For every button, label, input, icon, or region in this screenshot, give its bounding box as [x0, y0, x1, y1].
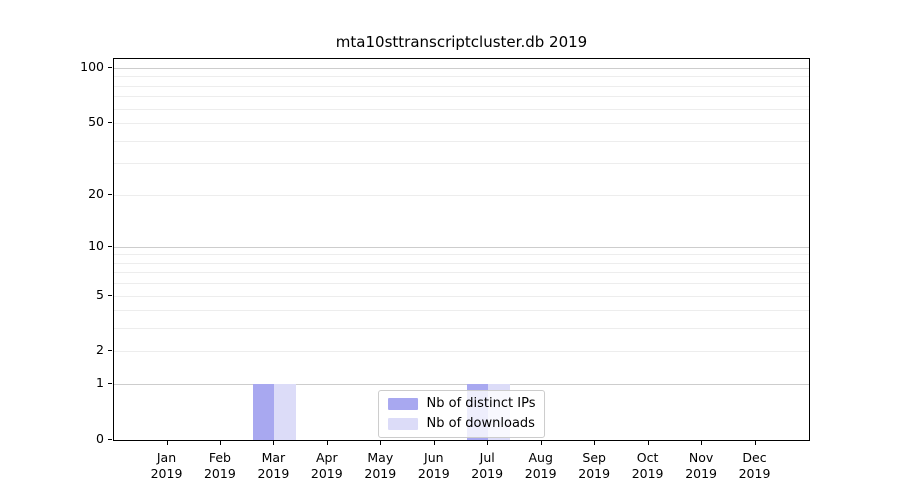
x-tick-label-year: 2019 — [203, 465, 236, 481]
x-tick-label: Dec 2019 — [723, 450, 787, 481]
y-tick-label: 2 — [96, 342, 104, 358]
x-tick-label-month: May — [367, 450, 394, 465]
gridline-minor — [114, 272, 809, 274]
gridline-minor — [114, 76, 809, 78]
y-tick-label: 20 — [88, 185, 104, 201]
y-tick-mark — [108, 193, 112, 195]
chart-title: mta10sttranscriptcluster.db 2019 — [335, 33, 588, 51]
bar-nb-of-distinct-ips-mar — [252, 384, 275, 440]
y-tick-label: 1 — [96, 375, 104, 391]
x-tick-label-month: Sep — [582, 450, 606, 465]
y-tick-mark — [108, 294, 112, 296]
x-tick-mark — [273, 441, 275, 445]
y-tick-label: 100 — [80, 59, 104, 74]
x-tick-mark — [219, 441, 221, 445]
gridline-minor — [114, 328, 809, 330]
legend-swatch-icon — [387, 418, 418, 430]
legend-item-label: Nb of distinct IPs — [426, 396, 536, 411]
gridline-minor — [114, 85, 809, 87]
x-tick-label-month: Jul — [479, 450, 495, 465]
y-tick-mark — [108, 439, 112, 440]
gridline-minor — [114, 96, 809, 98]
legend: Nb of distinct IPs Nb of downloads — [377, 390, 546, 438]
x-tick-mark — [487, 441, 489, 445]
x-tick-label-year: 2019 — [364, 465, 397, 481]
x-tick-label-year: 2019 — [578, 465, 611, 481]
gridline-minor — [114, 163, 809, 165]
x-tick-label-year: 2019 — [417, 465, 450, 481]
gridline-minor — [114, 351, 809, 353]
gridline-minor — [114, 254, 809, 256]
x-tick-label: Jul 2019 — [455, 450, 519, 481]
x-tick-label: Jun 2019 — [402, 450, 466, 481]
x-tick-mark — [647, 441, 649, 445]
x-tick-label-year: 2019 — [685, 465, 717, 481]
x-tick-label-month: Feb — [208, 450, 231, 465]
x-tick-mark — [166, 441, 168, 445]
x-tick-mark — [326, 441, 328, 445]
gridline-major — [114, 68, 809, 69]
x-tick-mark — [701, 441, 703, 445]
x-tick-mark — [540, 441, 542, 445]
x-tick-label-year: 2019 — [524, 465, 557, 481]
bar-nb-of-downloads-mar — [274, 384, 296, 440]
x-tick-label-year: 2019 — [471, 465, 504, 481]
y-tick-label: 10 — [88, 237, 104, 253]
x-tick-label: Mar 2019 — [241, 450, 305, 481]
x-tick-label-year: 2019 — [738, 465, 771, 481]
x-tick-mark — [380, 441, 382, 445]
x-tick-label-month: Jun — [424, 450, 444, 465]
x-tick-label-month: Nov — [688, 450, 714, 465]
gridline-minor — [114, 123, 809, 125]
x-tick-label: Jan 2019 — [135, 450, 199, 481]
x-tick-label-month: Jan — [156, 450, 177, 465]
legend-item-label: Nb of downloads — [426, 416, 535, 431]
x-tick-label: Aug 2019 — [509, 450, 573, 481]
plot-area: Nb of distinct IPs Nb of downloads — [113, 58, 810, 441]
x-tick-label: Apr 2019 — [295, 450, 359, 481]
x-tick-mark — [433, 441, 435, 445]
legend-item-nb-of-downloads: Nb of downloads — [387, 416, 536, 432]
y-tick-mark — [108, 383, 112, 385]
x-tick-label-year: 2019 — [150, 465, 183, 481]
x-tick-label-month: Aug — [528, 450, 553, 465]
gridline-minor — [114, 140, 809, 142]
legend-swatch-icon — [387, 398, 418, 410]
x-tick-label-month: Oct — [636, 450, 659, 465]
x-tick-label-month: Apr — [315, 450, 338, 465]
x-tick-mark — [594, 441, 596, 445]
x-tick-label-month: Dec — [742, 450, 767, 465]
x-tick-label: Nov 2019 — [669, 450, 733, 481]
y-tick-mark — [108, 67, 112, 68]
x-tick-label-year: 2019 — [257, 465, 290, 481]
legend-item-nb-of-distinct-ips: Nb of distinct IPs — [387, 396, 536, 412]
x-tick-label-month: Mar — [261, 450, 286, 465]
x-tick-label: May 2019 — [348, 450, 412, 481]
gridline-major — [114, 384, 809, 386]
y-tick-mark — [108, 350, 112, 352]
x-tick-label-year: 2019 — [631, 465, 664, 481]
y-tick-label: 0 — [96, 431, 104, 446]
gridline-minor — [114, 108, 809, 110]
gridline-minor — [114, 262, 809, 264]
y-tick-label: 50 — [88, 114, 104, 130]
x-tick-label-year: 2019 — [310, 465, 343, 481]
y-tick-mark — [108, 122, 112, 124]
x-tick-mark — [754, 441, 756, 445]
y-tick-mark — [108, 245, 112, 247]
gridline-minor — [114, 295, 809, 297]
gridline-minor — [114, 283, 809, 285]
x-tick-label: Feb 2019 — [188, 450, 252, 481]
gridline-minor — [114, 194, 809, 196]
y-tick-label: 5 — [96, 286, 104, 302]
gridline-major — [114, 246, 809, 248]
gridline-minor — [114, 310, 809, 312]
x-tick-label: Sep 2019 — [562, 450, 626, 481]
x-tick-label: Oct 2019 — [616, 450, 680, 481]
